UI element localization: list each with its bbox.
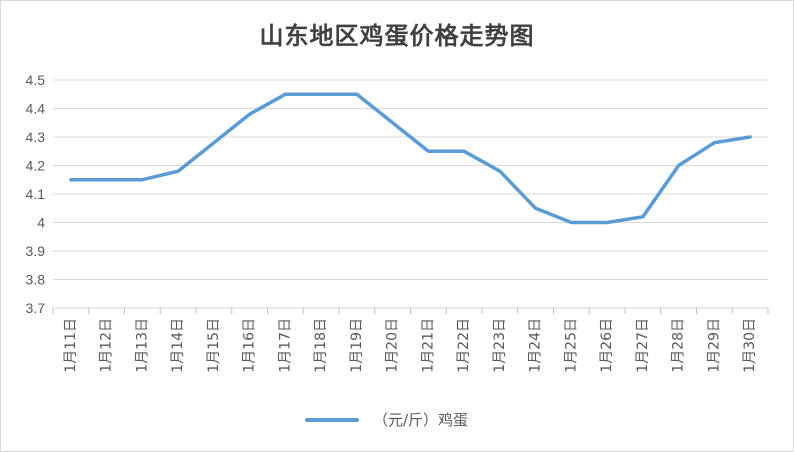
x-tick-label: 1月23日 [492,318,508,373]
y-tick-label: 4.3 [26,129,46,145]
data-point [391,121,395,125]
data-point [69,178,73,182]
data-point [248,112,252,116]
x-tick-label: 1月25日 [563,318,579,373]
data-point [176,169,180,173]
x-tick-label: 1月11日 [63,318,79,373]
y-tick-label: 3.7 [26,300,46,316]
x-tick-label: 1月15日 [206,318,222,373]
legend-line-marker [305,417,359,422]
y-tick-label: 4.5 [26,72,46,88]
x-tick-label: 1月20日 [385,318,401,373]
x-tick-label: 1月26日 [599,318,615,373]
x-tick-label: 1月30日 [742,318,758,373]
data-point [283,92,287,96]
data-point [534,206,538,210]
data-point [641,215,645,219]
x-tick-label: 1月27日 [635,318,651,373]
data-point [426,149,430,153]
y-tick-label: 4.1 [26,186,46,202]
data-point [569,221,573,224]
data-point [105,178,109,182]
y-tick-label: 3.8 [26,272,46,288]
legend: （元/斤）鸡蛋 [305,409,468,430]
data-point [498,169,502,173]
x-tick-label: 1月24日 [528,318,544,373]
y-tick-label: 4 [37,215,45,231]
x-tick-label: 1月21日 [420,318,436,373]
x-tick-label: 1月14日 [170,318,186,373]
series-line [69,92,752,225]
x-tick-label: 1月17日 [277,318,293,373]
data-point [140,178,144,182]
x-tick-label: 1月19日 [349,318,365,373]
data-point [319,92,323,96]
y-tick-label: 3.9 [26,243,46,259]
data-point [712,141,716,145]
data-point [677,164,681,167]
x-tick-label: 1月22日 [456,318,472,373]
data-point [212,141,216,145]
y-tick-label: 4.2 [26,158,46,174]
data-point [462,149,466,153]
x-tick-label: 1月29日 [706,318,722,373]
data-point [748,135,752,139]
x-tick-label: 1月13日 [134,318,150,373]
legend-label: （元/斤）鸡蛋 [373,411,469,429]
chart-title: 山东地区鸡蛋价格走势图 [259,21,535,50]
x-tick-label: 1月28日 [671,318,687,373]
y-tick-label: 4.4 [26,101,46,117]
x-tick-label: 1月18日 [313,318,329,373]
data-point [355,92,359,96]
x-tick-label: 1月16日 [242,318,258,373]
data-point [605,221,609,224]
x-tick-label: 1月12日 [99,318,115,373]
